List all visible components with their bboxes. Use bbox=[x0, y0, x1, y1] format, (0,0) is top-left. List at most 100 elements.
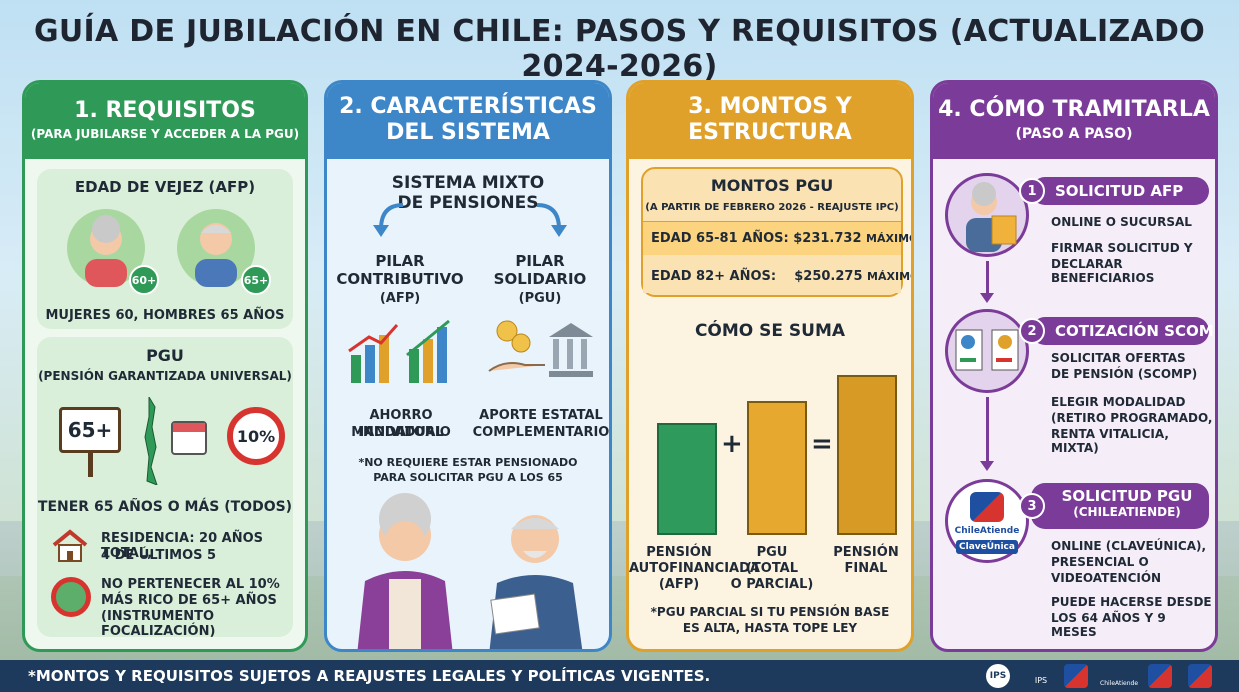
pgu-note-line-2: PARA SOLICITAR PGU A LOS 65 bbox=[373, 471, 563, 484]
step2-number: 2 bbox=[1019, 318, 1045, 344]
panel-heading: 1. REQUISITOS bbox=[74, 98, 256, 123]
badge-65: 65+ bbox=[241, 265, 271, 295]
bar-afp bbox=[657, 423, 717, 535]
pillar-solidario-2: SOLIDARIO bbox=[493, 270, 587, 288]
plus-sign: + bbox=[721, 429, 743, 459]
no-10-percent-icon: 10% bbox=[227, 407, 285, 465]
pgu-card: PGU (PENSIÓN GARANTIZADA UNIVERSAL) 65+ … bbox=[37, 337, 293, 639]
mixed-system-line-2: DE PENSIONES bbox=[397, 193, 539, 213]
pillar-contributivo-1: PILAR bbox=[375, 252, 425, 270]
panel-header: 3. MONTOS Y ESTRUCTURA bbox=[629, 83, 911, 159]
bar-pgu bbox=[747, 401, 807, 535]
bar-final-label-2: FINAL bbox=[844, 561, 888, 576]
amounts-card: MONTOS PGU (A PARTIR DE FEBRERO 2026 - R… bbox=[641, 167, 911, 297]
pgu-subtitle: (PENSIÓN GARANTIZADA UNIVERSAL) bbox=[38, 369, 292, 383]
step3-header: SOLICITUD PGU (CHILEATIENDE) bbox=[1031, 483, 1209, 529]
bar-pgu-label-3: O PARCIAL) bbox=[730, 577, 814, 592]
ips-logo: IPS bbox=[986, 664, 1010, 688]
step3-title: SOLICITUD PGU bbox=[1061, 487, 1193, 505]
sign-post bbox=[88, 453, 93, 477]
wealth-line-2: MÁS RICO DE 65+ AÑOS bbox=[101, 593, 277, 608]
row2-value: $250.275 bbox=[794, 268, 863, 284]
chileatiende-logo-text: ChileAtiende bbox=[954, 526, 1020, 536]
partial-note-line-2: ES ALTA, HASTA TOPE LEY bbox=[682, 621, 858, 635]
chile-map-icon bbox=[141, 395, 165, 486]
amounts-subtitle: (A PARTIR DE FEBRERO 2026 - REAJUSTE IPC… bbox=[645, 202, 899, 213]
step1-line-2: FIRMAR SOLICITUD Y bbox=[1051, 241, 1193, 255]
equals-sign: = bbox=[811, 429, 833, 459]
row2-suffix: MÁXIMO bbox=[867, 269, 911, 283]
wealth-line-1: NO PERTENECER AL 10% bbox=[101, 577, 280, 592]
panel-heading-line-2: ESTRUCTURA bbox=[688, 119, 852, 145]
step2-icon bbox=[945, 309, 1029, 393]
step3-line-4: PUEDE HACERSE DESDE bbox=[1051, 595, 1212, 609]
house-icon bbox=[51, 529, 89, 563]
panel-montos: 3. MONTOS Y ESTRUCTURA MONTOS PGU (A PAR… bbox=[626, 80, 914, 652]
chileatiende-footer-logo: ChileAtiende bbox=[1100, 680, 1139, 687]
pgu-note-line-1: *NO REQUIERE ESTAR PENSIONADO bbox=[358, 456, 578, 469]
state-contribution-icon bbox=[485, 315, 597, 385]
panel-header: 2. CARACTERÍSTICAS DEL SISTEMA bbox=[327, 83, 609, 159]
panel-header: 4. CÓMO TRAMITARLA (PASO A PASO) bbox=[933, 83, 1215, 159]
pillar-contributivo-3: (AFP) bbox=[379, 291, 421, 306]
afp-age-title: EDAD DE VEJEZ (AFP) bbox=[74, 178, 256, 196]
partial-note-line-1: *PGU PARCIAL SI TU PENSIÓN BASE bbox=[650, 605, 890, 619]
bar-final bbox=[837, 375, 897, 535]
bar-pgu-label-1: PGU bbox=[756, 545, 788, 560]
step3-line-3: VIDEOATENCIÓN bbox=[1051, 571, 1162, 585]
step1-line-3: DECLARAR BENEFICIARIOS bbox=[1051, 257, 1155, 285]
sum-title: CÓMO SE SUMA bbox=[694, 321, 846, 341]
wealth-line-3: (INSTRUMENTO FOCALIZACIÓN) bbox=[101, 609, 216, 639]
panel-tramite: 4. CÓMO TRAMITARLA (PASO A PASO) SOLICIT… bbox=[930, 80, 1218, 652]
step1-line-1: ONLINE O SUCURSAL bbox=[1051, 215, 1192, 229]
calendar-icon bbox=[171, 421, 207, 455]
bar-pgu-label-2: (TOTAL bbox=[745, 561, 799, 576]
gobierno-logo-icon-3 bbox=[1188, 664, 1212, 688]
afp-age-caption: MUJERES 60, HOMBRES 65 AÑOS bbox=[45, 308, 285, 323]
pillar-contributivo-2: CONTRIBUTIVO bbox=[336, 270, 464, 288]
step3-icon: ChileAtiende ClaveÚnica bbox=[945, 479, 1029, 563]
chileatiende-logo-icon bbox=[970, 492, 1004, 522]
panel-heading-line-1: 2. CARACTERÍSTICAS bbox=[339, 93, 597, 119]
savings-line-1: AHORRO INDIVIDUAL bbox=[358, 408, 444, 440]
gobierno-logo-icon-2 bbox=[1148, 664, 1172, 688]
mixed-system-line-1: SISTEMA MIXTO bbox=[391, 173, 545, 193]
panel-heading-line-2: DEL SISTEMA bbox=[386, 119, 550, 145]
step1-icon bbox=[945, 173, 1029, 257]
afp-age-card: EDAD DE VEJEZ (AFP) 60+ 65+ MUJERES 60, … bbox=[37, 169, 293, 329]
row1-suffix: MÁXIMO bbox=[866, 232, 914, 245]
pillar-solidario-1: PILAR bbox=[515, 252, 565, 270]
residence-line-1: RESIDENCIA: 20 AÑOS TOTAL, bbox=[101, 531, 264, 561]
age-rule: TENER 65 AÑOS O MÁS (TODOS) bbox=[37, 499, 293, 515]
step1-number: 1 bbox=[1019, 178, 1045, 204]
elderly-couple-illustration bbox=[327, 489, 609, 649]
bar-afp-label-2: AUTOFINANCIADA bbox=[629, 561, 760, 576]
panel-subheading: (PARA JUBILARSE Y ACCEDER A LA PGU) bbox=[30, 127, 300, 141]
panel-heading-line-1: 3. MONTOS Y bbox=[688, 93, 852, 119]
row1-value: $231.732 bbox=[793, 231, 862, 246]
ips-logo-2: IPS bbox=[1034, 676, 1048, 685]
growth-chart-icon bbox=[345, 315, 457, 385]
state-line-2: COMPLEMENTARIO bbox=[472, 425, 610, 440]
step3-number: 3 bbox=[1019, 493, 1045, 519]
step2-line-3: ELEGIR MODALIDAD bbox=[1051, 395, 1186, 409]
step2-line-4: (RETIRO PROGRAMADO, bbox=[1051, 411, 1213, 425]
claveunica-logo: ClaveÚnica bbox=[956, 540, 1018, 554]
bar-afp-label-1: PENSIÓN bbox=[646, 545, 712, 560]
bar-afp-label-3: (AFP) bbox=[658, 577, 700, 592]
pillar-solidario-3: (PGU) bbox=[518, 291, 562, 306]
badge-60: 60+ bbox=[129, 265, 159, 295]
step3-line-5: LOS 64 AÑOS Y 9 MESES bbox=[1051, 611, 1166, 639]
step1-title: SOLICITUD AFP bbox=[1031, 177, 1209, 205]
savings-line-2: MANDATORIO bbox=[351, 425, 451, 440]
step2-line-1: SOLICITAR OFERTAS bbox=[1051, 351, 1186, 365]
amounts-title: MONTOS PGU bbox=[710, 176, 834, 195]
no-wealthy-icon bbox=[51, 577, 91, 617]
arrow-right-icon bbox=[533, 199, 573, 239]
row1-label: EDAD 65-81 AÑOS: bbox=[651, 231, 789, 246]
gobierno-logo-icon bbox=[1064, 664, 1088, 688]
amount-row-82: EDAD 82+ AÑOS: $250.275 MÁXIMO bbox=[643, 259, 911, 293]
step3-line-2: PRESENCIAL O bbox=[1051, 555, 1149, 569]
pgu-title: PGU bbox=[146, 346, 184, 365]
sum-chart: + = bbox=[645, 349, 903, 535]
